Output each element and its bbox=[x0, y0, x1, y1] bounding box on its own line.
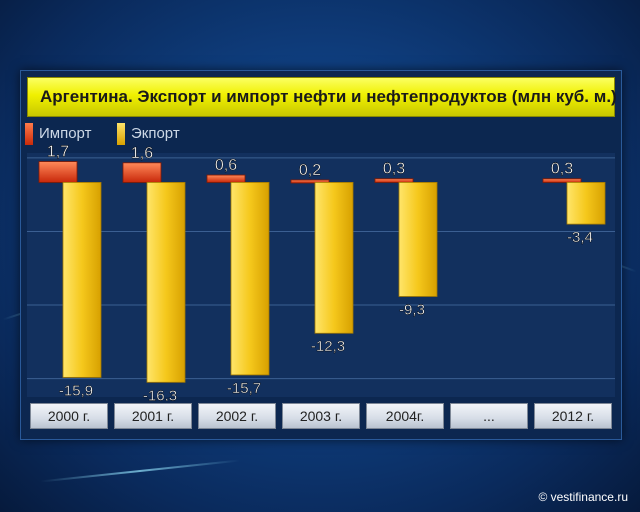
export-bar bbox=[62, 182, 102, 378]
import-value-label: 1,7 bbox=[47, 144, 69, 161]
export-bar bbox=[146, 182, 186, 383]
import-value-label: 0,3 bbox=[383, 161, 405, 178]
source-credit: © vestifinance.ru bbox=[538, 490, 628, 504]
chart-title-bar: Аргентина. Экспорт и импорт нефти и нефт… bbox=[27, 77, 617, 117]
category-label: 2000 г. bbox=[30, 403, 108, 429]
chart-plot: 1,7 1,6 0,6 0,2 0,3 0,3 -15,9 -16,3 -15,7 -12,3 -9… bbox=[27, 143, 615, 401]
import-value-label: 0,6 bbox=[215, 157, 237, 174]
category-label: ... bbox=[450, 403, 528, 429]
import-bar bbox=[290, 179, 330, 184]
legend-import-label: Импорт bbox=[39, 125, 92, 142]
import-bar bbox=[206, 174, 246, 183]
category-label: 2004г. bbox=[366, 403, 444, 429]
export-value-label: -15,7 bbox=[227, 380, 261, 397]
export-bar bbox=[566, 182, 606, 225]
export-value-label: -12,3 bbox=[311, 338, 345, 355]
legend-export-label: Экпорт bbox=[131, 125, 180, 142]
background-streak bbox=[40, 459, 240, 483]
export-bar bbox=[314, 182, 354, 334]
export-bar bbox=[230, 182, 270, 376]
legend-import-swatch bbox=[25, 123, 33, 145]
export-bar bbox=[398, 182, 438, 297]
category-label: 2012 г. bbox=[534, 403, 612, 429]
import-bar bbox=[122, 162, 162, 183]
import-bar bbox=[374, 178, 414, 183]
legend-export-swatch bbox=[117, 123, 125, 145]
chart-title: Аргентина. Экспорт и импорт нефти и нефт… bbox=[40, 87, 617, 106]
import-bar bbox=[38, 161, 78, 183]
export-value-label: -3,4 bbox=[567, 229, 593, 246]
chart-panel: Аргентина. Экспорт и импорт нефти и нефт… bbox=[20, 70, 622, 440]
export-value-label: -9,3 bbox=[399, 301, 425, 318]
category-label: 2003 г. bbox=[282, 403, 360, 429]
import-bar bbox=[542, 178, 582, 183]
category-label: 2002 г. bbox=[198, 403, 276, 429]
export-value-label: -16,3 bbox=[143, 387, 177, 401]
import-value-label: 1,6 bbox=[131, 145, 153, 162]
import-value-label: 0,3 bbox=[551, 161, 573, 178]
export-value-label: -15,9 bbox=[59, 382, 93, 399]
category-label: 2001 г. bbox=[114, 403, 192, 429]
import-value-label: 0,2 bbox=[299, 162, 321, 179]
